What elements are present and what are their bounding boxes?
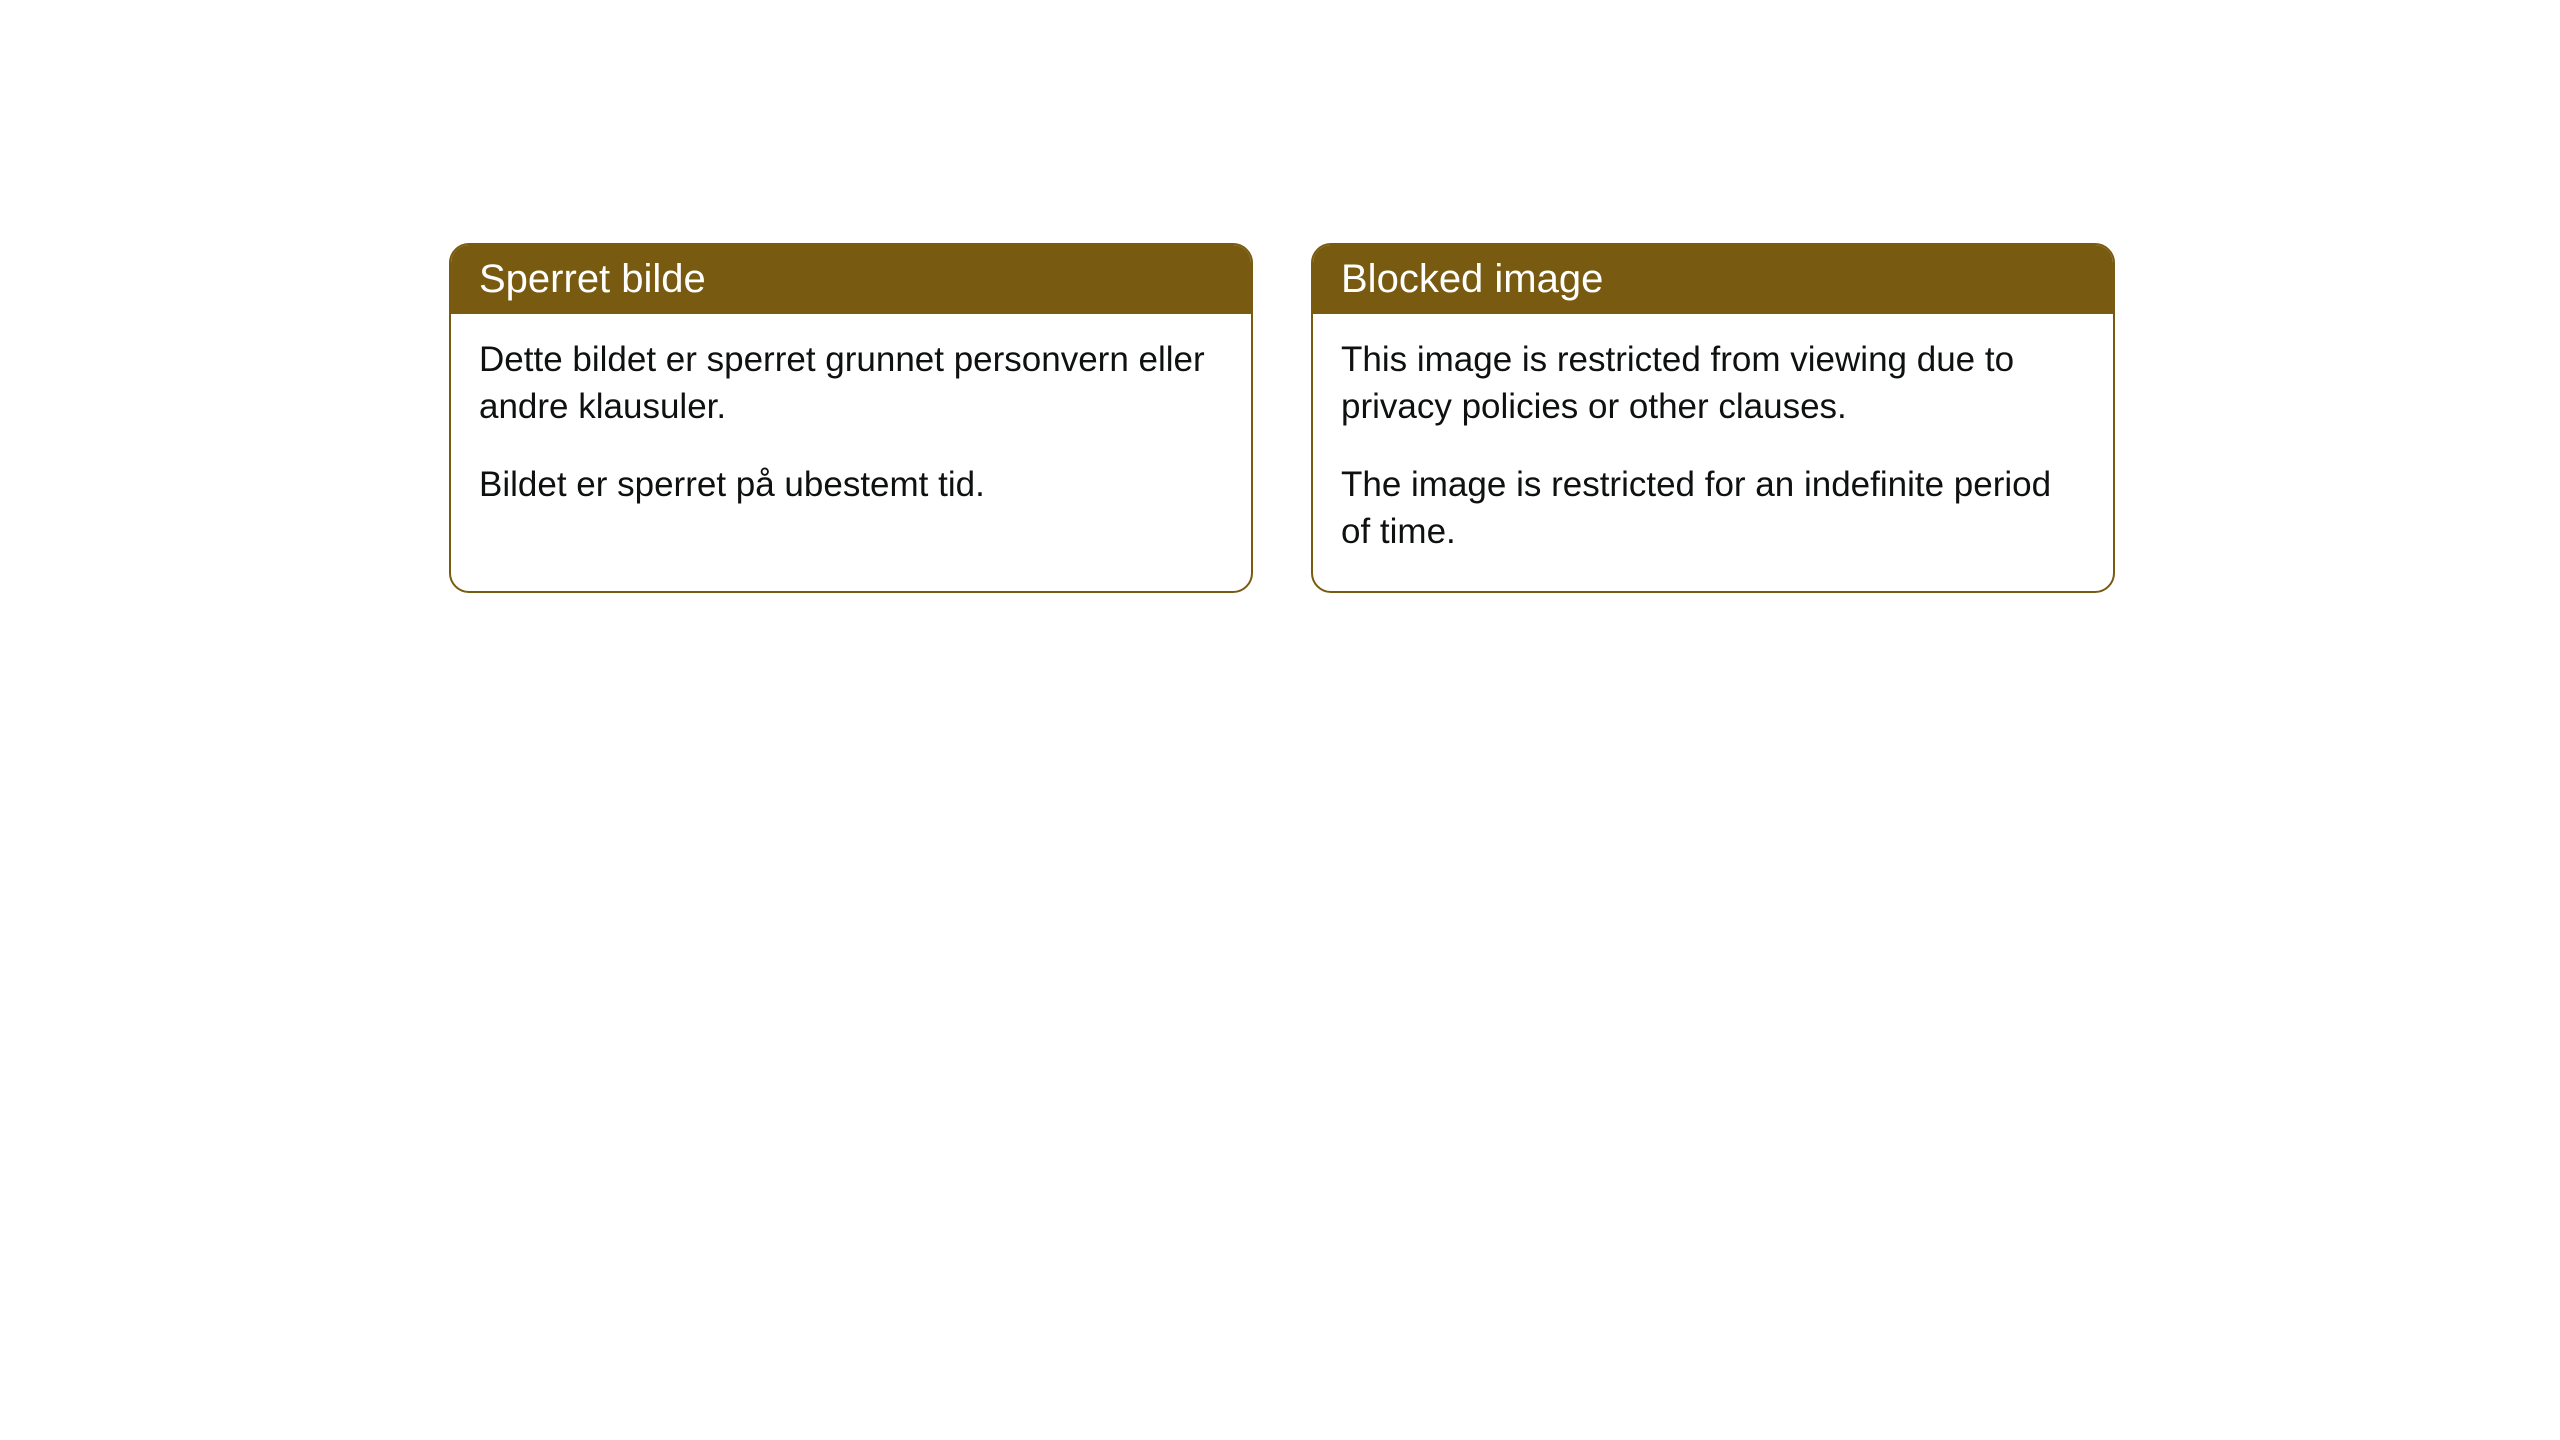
- card-paragraph-1-english: This image is restricted from viewing du…: [1341, 336, 2085, 431]
- card-paragraph-2-english: The image is restricted for an indefinit…: [1341, 461, 2085, 556]
- card-paragraph-1-norwegian: Dette bildet er sperret grunnet personve…: [479, 336, 1223, 431]
- notice-cards-container: Sperret bilde Dette bildet er sperret gr…: [449, 243, 2115, 593]
- card-title-norwegian: Sperret bilde: [479, 257, 706, 301]
- card-body-norwegian: Dette bildet er sperret grunnet personve…: [451, 314, 1251, 544]
- card-paragraph-2-norwegian: Bildet er sperret på ubestemt tid.: [479, 461, 1223, 508]
- card-header-norwegian: Sperret bilde: [451, 245, 1251, 314]
- card-title-english: Blocked image: [1341, 257, 1603, 301]
- notice-card-english: Blocked image This image is restricted f…: [1311, 243, 2115, 593]
- notice-card-norwegian: Sperret bilde Dette bildet er sperret gr…: [449, 243, 1253, 593]
- card-header-english: Blocked image: [1313, 245, 2113, 314]
- card-body-english: This image is restricted from viewing du…: [1313, 314, 2113, 591]
